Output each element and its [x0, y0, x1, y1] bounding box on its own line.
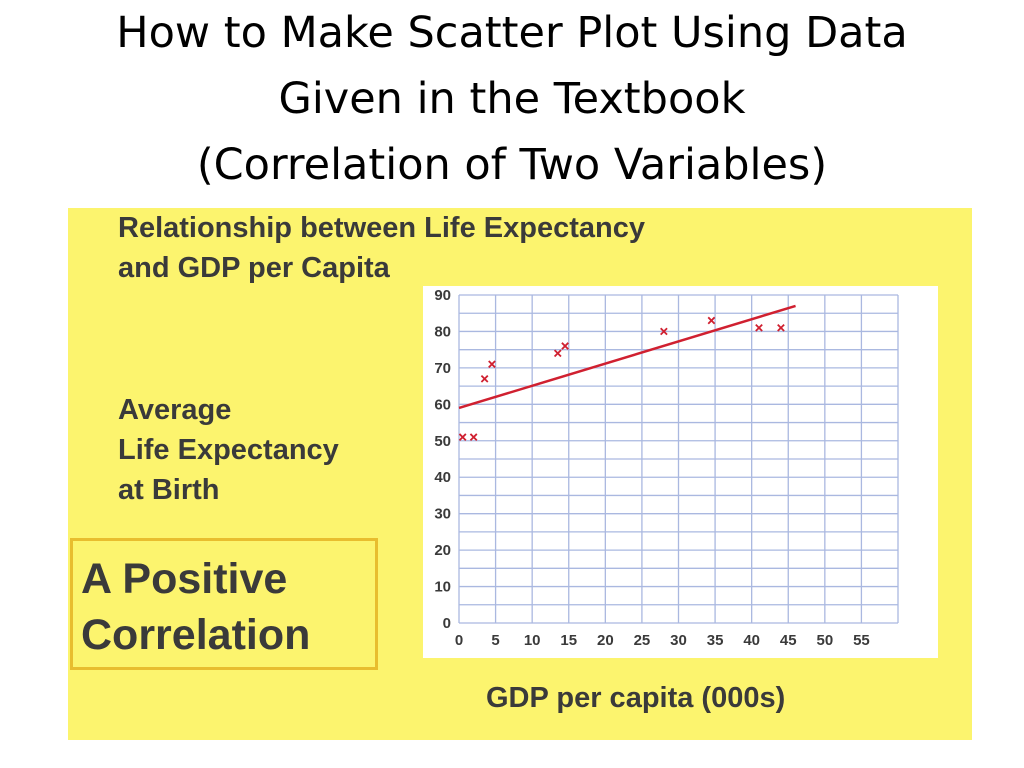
data-point: [755, 323, 763, 332]
y-tick-label: 90: [434, 287, 451, 304]
x-tick-label: 55: [853, 632, 870, 649]
y-tick-label: 80: [434, 323, 451, 340]
data-point: [561, 342, 569, 350]
data-point: [480, 374, 489, 383]
x-tick-label: 45: [780, 632, 797, 649]
y-axis-label-line-2: Life Expectancy: [118, 434, 339, 466]
chart-title: Relationship between Life Expectancy and…: [118, 208, 838, 288]
data-point: [488, 360, 496, 369]
slide-title-line-3: (Correlation of Two Variables): [196, 140, 828, 190]
x-tick-label: 5: [491, 632, 499, 649]
correlation-annotation-line-2: Correlation: [81, 611, 311, 659]
x-tick-label: 0: [455, 632, 463, 649]
y-tick-label: 50: [434, 433, 451, 450]
correlation-annotation: A Positive Correlation: [70, 538, 378, 670]
y-tick-label: 0: [443, 615, 451, 632]
x-tick-label: 10: [524, 632, 541, 649]
chart-title-line-1: Relationship between Life Expectancy: [118, 212, 645, 244]
y-axis-label-line-3: at Birth: [118, 474, 220, 506]
y-axis-label-line-1: Average: [118, 394, 232, 426]
x-tick-label: 40: [743, 632, 760, 649]
data-point: [458, 433, 467, 441]
slide-title: How to Make Scatter Plot Using Data Give…: [0, 0, 1024, 198]
chart-title-line-2: and GDP per Capita: [118, 252, 390, 284]
y-tick-label: 20: [434, 542, 451, 559]
y-tick-label: 70: [434, 360, 451, 377]
x-tick-label: 35: [707, 632, 724, 649]
trend-line: [458, 304, 796, 410]
slide-title-line-2: Given in the Textbook: [278, 74, 746, 124]
plot-area: [423, 286, 938, 658]
x-tick-label: 25: [634, 632, 651, 649]
x-tick-label: 30: [670, 632, 687, 649]
x-tick-label: 15: [560, 632, 577, 649]
y-tick-label: 10: [434, 579, 451, 596]
tick-labels: 0 5 10 15 20 25 30 35 40 45 50 55 0 10 20 30 40 50 60 70 80 9…: [434, 287, 869, 649]
slide-title-line-1: How to Make Scatter Plot Using Data: [116, 8, 908, 58]
y-tick-label: 40: [434, 469, 451, 486]
trend-line-group: [458, 304, 796, 410]
scatter-plot: 0 5 10 15 20 25 30 35 40 45 50 55 0 10 20 30 40 50 60 70 80 9…: [423, 286, 938, 658]
y-tick-label: 60: [434, 396, 451, 413]
data-points: [458, 316, 785, 441]
x-axis-label: GDP per capita (000s): [486, 682, 786, 714]
data-point: [469, 433, 478, 441]
grid: [458, 294, 899, 624]
y-axis-label: Average Life Expectancy at Birth: [118, 390, 418, 510]
correlation-annotation-line-1: A Positive: [81, 555, 288, 603]
x-tick-label: 50: [816, 632, 833, 649]
data-point: [553, 349, 562, 358]
x-tick-label: 20: [597, 632, 614, 649]
data-point: [660, 327, 668, 336]
y-tick-label: 30: [434, 506, 451, 523]
data-point: [707, 316, 716, 325]
chart-panel: Relationship between Life Expectancy and…: [68, 208, 972, 740]
data-point: [777, 323, 785, 332]
